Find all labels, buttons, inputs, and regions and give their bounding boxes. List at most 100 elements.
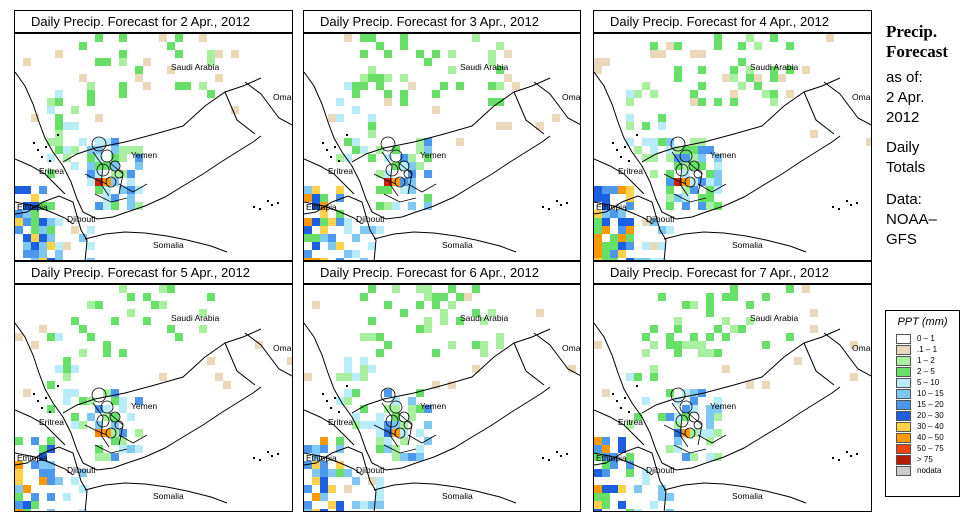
precip-cell xyxy=(770,74,778,82)
precip-cell xyxy=(39,218,47,226)
precip-cell xyxy=(368,501,376,509)
precip-cell xyxy=(602,58,610,66)
precip-cell xyxy=(730,325,738,333)
governorate-outline xyxy=(398,411,410,423)
map-label-yemen: Yemen xyxy=(131,150,157,160)
precip-cell xyxy=(384,178,392,186)
boundary-line xyxy=(803,91,835,135)
precip-cell xyxy=(536,309,544,317)
precip-cell xyxy=(336,186,344,194)
islands xyxy=(612,385,858,461)
map-canvas: Saudi Arabia Oman Yemen Eritrea Ethiopia Djib… xyxy=(594,285,871,511)
precip-cell xyxy=(400,429,408,437)
precip-cell xyxy=(610,186,618,194)
precip-cell xyxy=(312,509,320,511)
legend-label: nodata xyxy=(917,466,942,475)
precip-cell xyxy=(674,325,682,333)
precip-cell xyxy=(159,285,167,293)
precip-cell xyxy=(666,154,674,162)
legend-swatch xyxy=(896,465,911,476)
precip-cell xyxy=(448,381,456,389)
precip-cell xyxy=(810,130,818,138)
precip-cell xyxy=(626,509,634,511)
precip-cell xyxy=(215,50,223,58)
precip-cell xyxy=(159,373,167,381)
governorate-outline xyxy=(679,149,693,163)
precip-cell xyxy=(496,341,504,349)
precip-cell xyxy=(416,325,424,333)
precip-cell xyxy=(47,218,55,226)
precip-cell xyxy=(336,154,344,162)
precip-cell xyxy=(344,485,352,493)
precip-cell xyxy=(47,234,55,242)
legend-label: 10 – 15 xyxy=(917,389,944,398)
precip-cell xyxy=(127,293,135,301)
precip-cell xyxy=(456,82,464,90)
precip-cell xyxy=(119,349,127,357)
precip-cell xyxy=(39,258,47,260)
island-dot xyxy=(57,134,59,136)
forecast-map: Saudi Arabia Oman Yemen Eritrea Ethiopia Djib… xyxy=(303,33,581,261)
precip-cell xyxy=(496,333,504,341)
precip-cell xyxy=(730,66,738,74)
island-dot xyxy=(542,457,544,459)
precip-cell xyxy=(336,258,344,260)
precip-cell xyxy=(626,218,634,226)
precip-cell xyxy=(344,389,352,397)
precip-cell xyxy=(714,397,722,405)
precip-cell xyxy=(472,285,480,293)
precip-cell xyxy=(706,437,714,445)
precip-cell xyxy=(594,250,602,258)
precip-cell xyxy=(95,154,103,162)
boundaries xyxy=(594,322,871,511)
precip-cell xyxy=(103,194,111,202)
precip-cell xyxy=(682,429,690,437)
governorate-outline xyxy=(403,420,413,430)
precip-cell xyxy=(698,202,706,210)
precip-cells xyxy=(304,285,576,511)
precip-cell xyxy=(690,146,698,154)
precip-cell xyxy=(424,194,432,202)
precip-cell xyxy=(594,501,602,509)
precip-cell xyxy=(722,293,730,301)
boundary-line xyxy=(351,77,551,163)
precip-cell xyxy=(111,389,119,397)
legend-swatch xyxy=(896,333,911,344)
precip-cell xyxy=(175,50,183,58)
precip-cell xyxy=(714,413,722,421)
boundary-line xyxy=(533,332,580,376)
island-dot xyxy=(850,204,852,206)
precip-cell xyxy=(231,106,239,114)
precip-cell xyxy=(400,162,408,170)
map-canvas: Saudi Arabia Oman Yemen Eritrea Ethiopia Djib… xyxy=(15,285,292,511)
precip-cell xyxy=(642,242,650,250)
precip-cell xyxy=(786,333,794,341)
precip-cell xyxy=(79,421,87,429)
precip-cell xyxy=(626,226,634,234)
island-dot xyxy=(41,407,43,409)
precip-cell xyxy=(95,429,103,437)
boundary-line xyxy=(594,201,653,225)
precip-cell xyxy=(810,325,818,333)
governorate-outline xyxy=(105,176,117,188)
precip-cell xyxy=(15,493,23,501)
precip-cell xyxy=(666,341,674,349)
precip-cell xyxy=(71,477,79,485)
precip-cell xyxy=(87,333,95,341)
precip-cell xyxy=(376,413,384,421)
precip-cell xyxy=(119,285,127,293)
precip-cell xyxy=(384,389,392,397)
precip-cell xyxy=(39,445,47,453)
precip-cell xyxy=(424,154,432,162)
precip-cell xyxy=(360,74,368,82)
precip-cell xyxy=(127,413,135,421)
governorate-outline xyxy=(385,414,399,428)
precip-cell xyxy=(328,469,336,477)
precip-cell xyxy=(424,58,432,66)
precip-cell xyxy=(472,34,480,42)
precip-cell xyxy=(602,258,610,260)
precip-cell xyxy=(690,389,698,397)
map-label-eritrea: Eritrea xyxy=(39,166,64,176)
precip-cell xyxy=(31,501,39,509)
map-label-ethiopia: Ethiopia xyxy=(596,202,627,212)
